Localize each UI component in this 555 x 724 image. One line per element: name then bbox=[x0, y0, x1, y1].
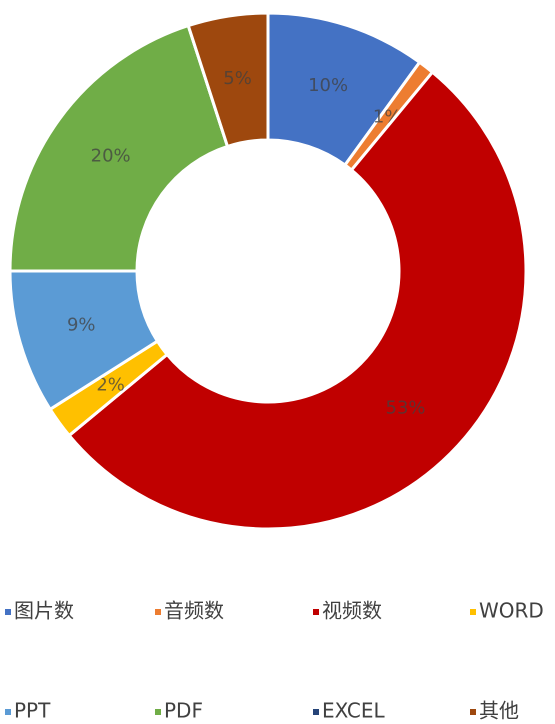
legend-label: PDF bbox=[164, 699, 203, 723]
legend-swatch bbox=[155, 609, 161, 615]
data-label: 20% bbox=[91, 146, 131, 167]
legend-label: WORD bbox=[479, 599, 544, 623]
legend-swatch bbox=[5, 609, 11, 615]
legend-swatch bbox=[155, 709, 161, 715]
donut-segment bbox=[67, 70, 528, 531]
legend-label: 其他 bbox=[479, 699, 519, 723]
legend-label: 音频数 bbox=[164, 599, 224, 623]
data-label: 10% bbox=[308, 75, 348, 96]
data-label: 53% bbox=[386, 398, 426, 419]
donut-segment bbox=[186, 11, 270, 149]
legend-label: EXCEL bbox=[322, 699, 385, 723]
data-label: 2% bbox=[96, 374, 125, 395]
legend-swatch bbox=[313, 709, 319, 715]
legend-label: 图片数 bbox=[14, 599, 74, 623]
data-label: 5% bbox=[223, 68, 252, 89]
data-label: 9% bbox=[67, 314, 96, 335]
legend-label: 视频数 bbox=[322, 599, 382, 623]
legend-swatch bbox=[470, 709, 476, 715]
legend-label: PPT bbox=[14, 699, 51, 723]
legend-swatch bbox=[470, 609, 476, 615]
donut-segment bbox=[8, 23, 230, 273]
legend-swatch bbox=[5, 709, 11, 715]
legend-swatch bbox=[313, 609, 319, 615]
